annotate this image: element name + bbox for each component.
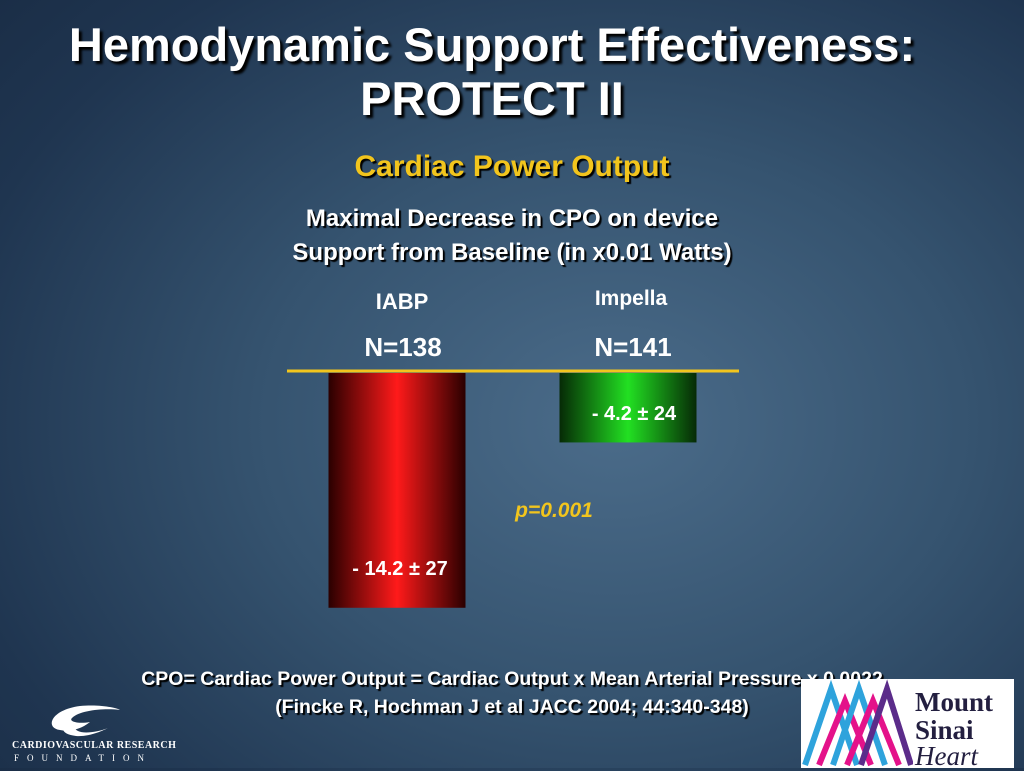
n-label-impella: N=141 bbox=[594, 332, 671, 362]
crf-foundation: FOUNDATION bbox=[14, 753, 152, 763]
footer-text: CPO= Cardiac Power Output = Cardiac Outp… bbox=[0, 665, 1024, 721]
data-label-iabp: - 14.2 ± 27 bbox=[352, 558, 447, 580]
p-value-annotation: p=0.001 bbox=[514, 499, 593, 522]
mount-sinai-mark-icon bbox=[802, 679, 913, 767]
mount-sinai-heart-logo: Mount Sinai Heart bbox=[801, 679, 1014, 771]
crf-name: CARDIOVASCULAR RESEARCH bbox=[12, 740, 177, 751]
bar-iabp bbox=[328, 373, 466, 608]
chart-title: Maximal Decrease in CPO on device Suppor… bbox=[292, 205, 732, 266]
crf-logo: CARDIOVASCULAR RESEARCH FOUNDATION bbox=[12, 700, 176, 766]
category-label-impella: Impella bbox=[595, 287, 668, 310]
footer-formula: CPO= Cardiac Power Output = Cardiac Outp… bbox=[141, 668, 883, 690]
footer-citation: (Fincke R, Hochman J et al JACC 2004; 44… bbox=[275, 696, 749, 718]
mount-sinai-word-heart: Heart bbox=[915, 741, 978, 771]
category-label-iabp: IABP bbox=[376, 289, 429, 314]
crf-swirl-icon bbox=[51, 705, 120, 737]
data-label-impella: - 4.2 ± 24 bbox=[592, 403, 677, 425]
slide-title: Hemodynamic Support Effectiveness: PROTE… bbox=[68, 18, 916, 125]
bar-impella bbox=[559, 373, 697, 443]
n-label-iabp: N=138 bbox=[364, 332, 441, 362]
chart-subtitle: Cardiac Power Output bbox=[354, 150, 670, 183]
mount-sinai-word-sinai: Sinai bbox=[915, 715, 974, 745]
mount-sinai-word-mount: Mount bbox=[915, 687, 994, 717]
